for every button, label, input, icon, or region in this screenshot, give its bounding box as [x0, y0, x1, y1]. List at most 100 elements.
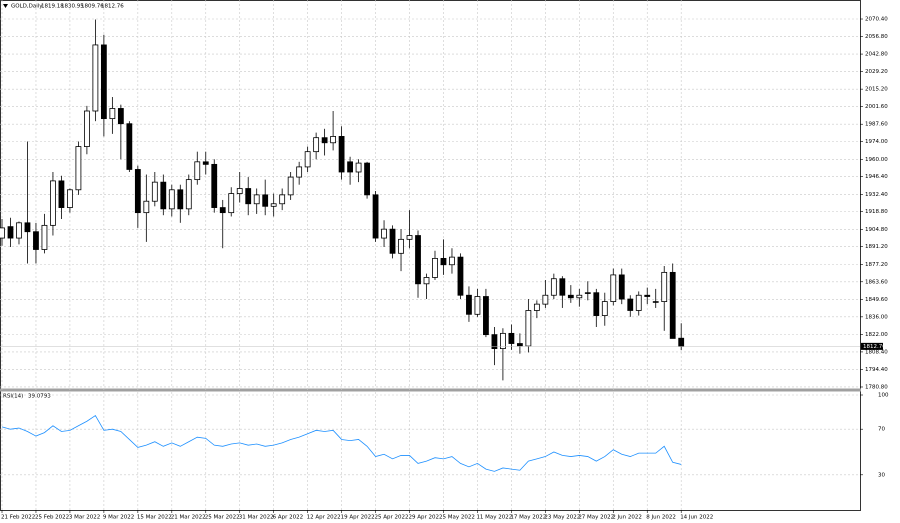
- candle-body: [58, 180, 65, 208]
- y-tick-label: 1932.40: [865, 192, 888, 198]
- candle-body: [202, 161, 209, 165]
- candle-body: [516, 343, 523, 347]
- candle-body: [644, 294, 651, 297]
- x-tick-label: 27 May 2022: [578, 515, 614, 521]
- candle-body: [466, 294, 472, 315]
- candle-body: [432, 257, 438, 278]
- candle-body: [134, 169, 141, 214]
- candle-body: [449, 256, 455, 266]
- candle-body: [533, 303, 540, 311]
- candle-body: [50, 180, 56, 226]
- x-tick-label: 23 May 2022: [544, 515, 580, 521]
- candle-body: [24, 222, 31, 233]
- ohlc-high: 1830.95: [61, 4, 84, 10]
- x-tick-label: 3 Mar 2022: [69, 515, 100, 521]
- candle-body: [126, 123, 133, 170]
- x-tick-label: 6 Apr 2022: [273, 515, 304, 521]
- x-tick-label: 17 May 2022: [510, 515, 546, 521]
- candle-body: [33, 231, 39, 250]
- candle-body: [270, 203, 277, 207]
- y-tick-label: 1780.80: [865, 384, 888, 390]
- x-tick-label: 9 Mar 2022: [103, 515, 134, 521]
- candle-body: [525, 310, 532, 347]
- candle-body: [92, 44, 99, 112]
- candle-body: [618, 274, 625, 300]
- candle-body: [194, 161, 201, 181]
- candle-body: [364, 162, 370, 196]
- candle-body: [542, 294, 549, 305]
- y-tick-label: 1877.20: [865, 262, 888, 268]
- candle-body: [143, 200, 150, 214]
- candle-body: [287, 176, 294, 196]
- y-tick-label: 1946.40: [865, 174, 888, 180]
- y-tick-label: 2056.80: [865, 34, 888, 40]
- y-tick-label: 1849.60: [865, 297, 888, 303]
- candle-body: [117, 108, 124, 125]
- price-tag: [861, 342, 883, 350]
- x-tick-label: 19 Apr 2022: [341, 515, 375, 521]
- y-tick-label: 2001.60: [865, 104, 888, 110]
- candle-body: [483, 296, 489, 336]
- y-tick-label: 2070.40: [865, 17, 888, 23]
- y-tick-label: 1918.80: [865, 209, 888, 215]
- x-tick-label: 25 Apr 2022: [375, 515, 409, 521]
- candle-body: [678, 337, 685, 347]
- candle-body: [7, 226, 14, 239]
- candle-body: [16, 222, 22, 239]
- candle-body: [75, 146, 82, 191]
- candle-body: [219, 207, 226, 214]
- x-tick-label: 8 Jun 2022: [646, 515, 676, 521]
- candle-body: [508, 332, 515, 344]
- candle-body: [0, 227, 5, 239]
- x-tick-label: 21 Feb 2022: [1, 515, 35, 521]
- pane-separator: [0, 388, 861, 392]
- y-tick-label: 1836.00: [865, 314, 888, 320]
- candle-body: [415, 235, 421, 285]
- indicator-line: [1, 414, 682, 472]
- x-tick-label: 15 Mar 2022: [137, 515, 172, 521]
- y-tick-label: 70: [878, 427, 885, 433]
- indicator-name: RSI(14): [3, 394, 23, 400]
- candle-body: [500, 332, 506, 350]
- candle-body: [567, 294, 574, 299]
- y-tick-label: 1891.20: [865, 244, 888, 250]
- x-tick-label: 2 Jun 2022: [612, 515, 642, 521]
- candle-body: [296, 166, 303, 178]
- candle-body: [635, 294, 642, 311]
- candle-body: [321, 137, 328, 144]
- y-tick-label: 1974.00: [865, 139, 888, 145]
- candle-body: [652, 301, 659, 303]
- candle-body: [491, 334, 498, 350]
- candle-body: [584, 292, 591, 294]
- candle-body: [389, 228, 396, 254]
- candle-body: [576, 294, 583, 299]
- candle-body: [398, 238, 404, 254]
- chart-title: GOLD,Daily: [11, 4, 43, 10]
- candle-body: [160, 181, 167, 210]
- y-tick-label: 1987.60: [865, 122, 888, 128]
- x-tick-label: 5 May 2022: [442, 515, 474, 521]
- y-tick-label: 1904.80: [865, 227, 888, 233]
- candle-body: [211, 163, 218, 208]
- candle-body: [372, 194, 379, 239]
- candle-body: [168, 189, 175, 210]
- candle-body: [593, 292, 600, 316]
- price-tag-label: 1812.76: [863, 344, 886, 350]
- candle-body: [151, 181, 158, 202]
- candle-body: [177, 189, 184, 210]
- candle-body: [262, 194, 269, 207]
- candle-body: [330, 136, 337, 144]
- candle-body: [253, 194, 260, 205]
- candle-body: [669, 271, 676, 339]
- candle-body: [347, 161, 353, 173]
- candle-body: [338, 136, 345, 173]
- candle-body: [559, 278, 566, 296]
- candle-body: [440, 257, 447, 266]
- collapse-icon[interactable]: [3, 4, 8, 8]
- y-tick-label: 1794.40: [865, 367, 888, 373]
- candle-body: [109, 108, 116, 120]
- candle-body: [185, 179, 192, 210]
- candle-body: [41, 224, 48, 250]
- y-tick-label: 1822.00: [865, 332, 888, 338]
- candle-body: [474, 296, 481, 315]
